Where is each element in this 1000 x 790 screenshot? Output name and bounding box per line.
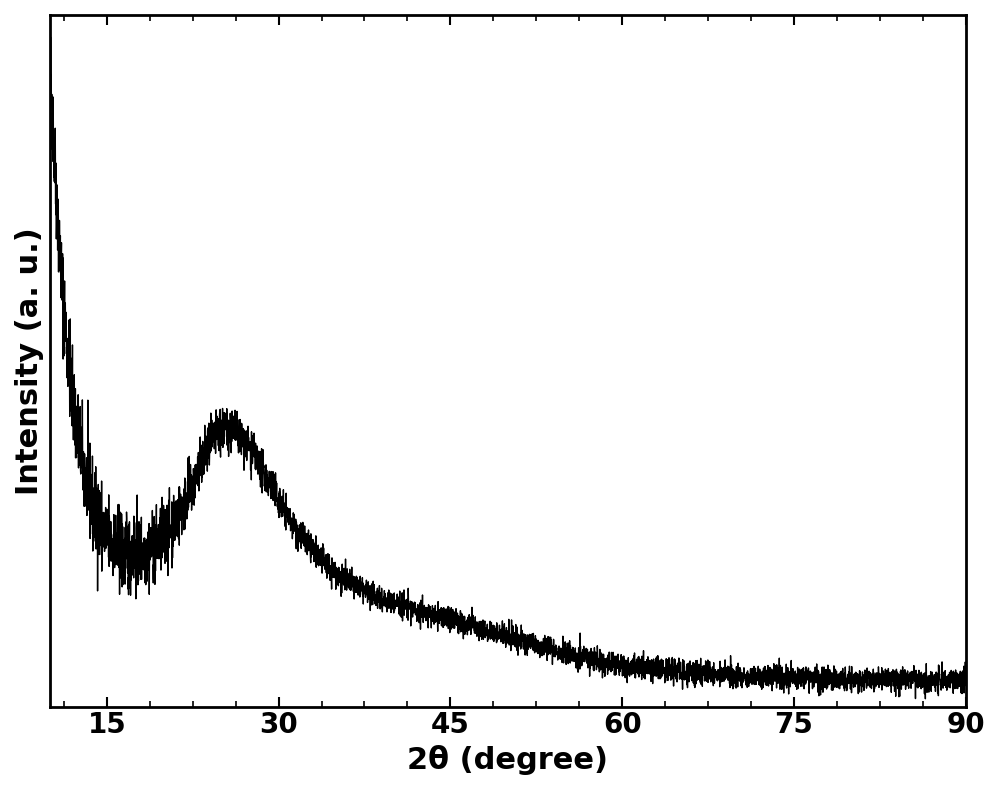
Y-axis label: Intensity (a. u.): Intensity (a. u.) [15,227,44,495]
X-axis label: 2θ (degree): 2θ (degree) [407,745,608,775]
